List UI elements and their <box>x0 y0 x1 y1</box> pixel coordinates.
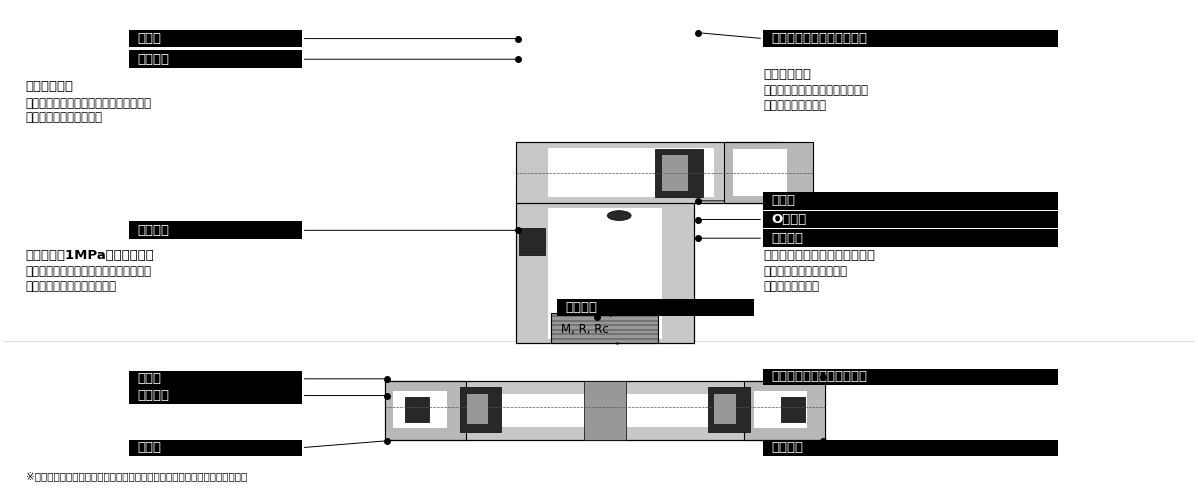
FancyBboxPatch shape <box>763 368 1058 385</box>
Text: 狭いスペースでの配管に効果的: 狭いスペースでの配管に効果的 <box>763 249 876 262</box>
Text: 喰い込むのを防止。: 喰い込むのを防止。 <box>763 98 827 112</box>
Text: ※ねじ部がなくボディ材質が樹脂のみの製品は全て銅系不可仕様となります。: ※ねじ部がなくボディ材質が樹脂のみの製品は全て銅系不可仕様となります。 <box>25 471 247 481</box>
FancyBboxPatch shape <box>129 30 302 48</box>
FancyBboxPatch shape <box>763 230 1058 247</box>
FancyBboxPatch shape <box>467 394 489 424</box>
Text: チャックがチューブへ必要以上に: チャックがチューブへ必要以上に <box>763 84 869 97</box>
FancyBboxPatch shape <box>385 382 825 440</box>
FancyBboxPatch shape <box>515 142 783 204</box>
Text: ボディとねじ部が回転し、: ボディとねじ部が回転し、 <box>763 265 847 278</box>
Text: ガイド: ガイド <box>138 32 162 45</box>
FancyBboxPatch shape <box>405 396 429 422</box>
Text: ガイド: ガイド <box>138 372 162 386</box>
FancyBboxPatch shape <box>733 149 787 196</box>
FancyBboxPatch shape <box>763 192 1058 210</box>
Text: 特殊形状により、確実なシールおよび、: 特殊形状により、確実なシールおよび、 <box>25 265 152 278</box>
FancyBboxPatch shape <box>744 382 825 440</box>
FancyBboxPatch shape <box>724 142 813 204</box>
Text: 軽い取外し力: 軽い取外し力 <box>763 68 811 81</box>
FancyBboxPatch shape <box>547 208 662 338</box>
FancyBboxPatch shape <box>781 396 805 422</box>
FancyBboxPatch shape <box>551 313 659 344</box>
FancyBboxPatch shape <box>519 228 545 255</box>
Text: リリースブッシュ（白色）: リリースブッシュ（白色） <box>772 32 867 45</box>
Text: チャックにより確実な喰い付きを行い、: チャックにより確実な喰い付きを行い、 <box>25 96 152 110</box>
Text: チャック: チャック <box>138 389 169 402</box>
FancyBboxPatch shape <box>714 394 736 424</box>
Text: 低真空から1MPaまで使用可能: 低真空から1MPaまで使用可能 <box>25 249 155 262</box>
Text: M, R, Rc: M, R, Rc <box>561 323 609 336</box>
Text: 接続ねじ: 接続ねじ <box>565 301 598 314</box>
Text: パッキン: パッキン <box>138 224 169 237</box>
FancyBboxPatch shape <box>583 382 627 440</box>
Text: Oリング: Oリング <box>772 213 806 226</box>
FancyBboxPatch shape <box>763 210 1058 228</box>
FancyBboxPatch shape <box>754 391 807 428</box>
FancyBboxPatch shape <box>655 148 702 197</box>
FancyBboxPatch shape <box>393 391 447 428</box>
Text: チャック: チャック <box>138 52 169 66</box>
FancyBboxPatch shape <box>662 155 688 192</box>
FancyBboxPatch shape <box>547 148 714 198</box>
Polygon shape <box>515 186 694 344</box>
FancyBboxPatch shape <box>129 388 302 404</box>
Circle shape <box>607 210 631 220</box>
Text: 大きな保持力: 大きな保持力 <box>25 80 73 94</box>
Text: パッキン: パッキン <box>772 441 804 454</box>
FancyBboxPatch shape <box>397 394 813 427</box>
Text: ボディ: ボディ <box>138 441 162 454</box>
Text: ボディ: ボディ <box>772 194 795 207</box>
Text: チューブ保持力を増大。: チューブ保持力を増大。 <box>25 112 103 124</box>
Text: スタッド: スタッド <box>772 232 804 244</box>
FancyBboxPatch shape <box>763 30 1058 48</box>
Text: チューブ挿入時の抵抗が小。: チューブ挿入時の抵抗が小。 <box>25 280 116 292</box>
FancyBboxPatch shape <box>708 386 750 432</box>
FancyBboxPatch shape <box>385 382 466 440</box>
FancyBboxPatch shape <box>129 222 302 239</box>
FancyBboxPatch shape <box>557 298 754 316</box>
FancyBboxPatch shape <box>460 386 502 432</box>
Text: 位置決めが可能。: 位置決めが可能。 <box>763 280 819 292</box>
FancyBboxPatch shape <box>129 50 302 68</box>
FancyBboxPatch shape <box>129 370 302 387</box>
Text: リリースブッシュ（白色）: リリースブッシュ（白色） <box>772 370 867 384</box>
FancyBboxPatch shape <box>129 440 302 456</box>
FancyBboxPatch shape <box>763 440 1058 456</box>
